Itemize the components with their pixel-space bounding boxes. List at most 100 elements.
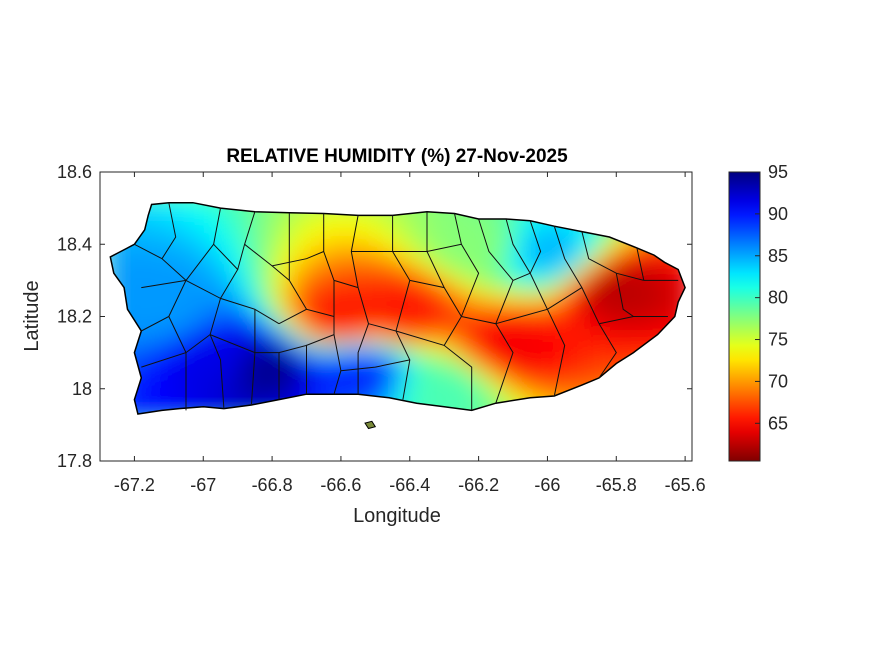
municipal-boundary-line bbox=[505, 218, 531, 274]
field-cell bbox=[228, 218, 242, 230]
field-cell bbox=[533, 290, 547, 302]
field-cell bbox=[265, 228, 279, 240]
field-cell bbox=[557, 280, 572, 292]
field-cell bbox=[606, 249, 620, 261]
field-cell bbox=[362, 249, 377, 261]
field-cell bbox=[180, 331, 194, 344]
field-cell bbox=[265, 311, 279, 323]
field-cell bbox=[423, 290, 437, 302]
field-cell bbox=[375, 300, 389, 312]
field-cell bbox=[423, 259, 437, 271]
field-cell bbox=[143, 228, 157, 240]
field-cell bbox=[180, 290, 194, 302]
field-cell bbox=[557, 352, 572, 364]
municipal-boundary-line bbox=[185, 243, 239, 300]
field-cell bbox=[167, 259, 181, 271]
field-cell bbox=[326, 311, 340, 323]
municipal-boundary-line bbox=[409, 279, 462, 346]
field-cell bbox=[570, 280, 584, 292]
field-cell bbox=[411, 311, 425, 323]
field-cell bbox=[180, 362, 194, 375]
field-cell bbox=[350, 238, 364, 250]
field-cell bbox=[289, 249, 303, 261]
field-cell bbox=[557, 290, 572, 302]
field-cell bbox=[314, 383, 328, 395]
field-cell bbox=[338, 373, 352, 385]
field-cell bbox=[228, 280, 242, 292]
field-cell bbox=[460, 331, 474, 344]
field-cell bbox=[155, 228, 169, 240]
field-cell bbox=[375, 238, 389, 250]
field-cell bbox=[594, 352, 608, 364]
field-cell bbox=[509, 300, 523, 312]
field-cell bbox=[570, 269, 584, 281]
field-cell bbox=[143, 321, 157, 333]
field-cell bbox=[545, 362, 559, 375]
y-tick-label: 18.4 bbox=[57, 234, 92, 254]
field-cell bbox=[350, 269, 364, 281]
field-cell bbox=[448, 290, 462, 302]
field-cell bbox=[423, 393, 437, 406]
field-cell bbox=[277, 228, 291, 240]
field-cell bbox=[143, 218, 157, 230]
colorbar-tick-label: 95 bbox=[768, 162, 788, 182]
field-cell bbox=[253, 269, 267, 281]
field-cell bbox=[570, 321, 584, 333]
field-cell bbox=[521, 311, 535, 323]
field-cell bbox=[253, 311, 267, 323]
field-cell bbox=[387, 269, 401, 281]
municipal-boundary-line bbox=[598, 323, 617, 379]
y-axis-label: Latitude bbox=[21, 280, 43, 351]
field-cell bbox=[216, 269, 230, 281]
field-cell bbox=[277, 331, 291, 344]
field-cell bbox=[521, 238, 535, 250]
field-cell bbox=[216, 362, 230, 375]
field-cell bbox=[472, 352, 486, 364]
field-cell bbox=[521, 362, 535, 375]
field-cell bbox=[399, 352, 413, 364]
field-cell bbox=[362, 321, 377, 333]
field-cell bbox=[241, 383, 255, 395]
field-cell bbox=[545, 311, 559, 323]
field-cell bbox=[423, 218, 437, 230]
field-cell bbox=[436, 249, 450, 261]
field-cell bbox=[241, 300, 255, 312]
field-cell bbox=[484, 362, 498, 375]
field-cell bbox=[350, 352, 364, 364]
field-cell bbox=[216, 352, 230, 364]
field-cell bbox=[423, 311, 437, 323]
field-cell bbox=[167, 202, 181, 209]
field-cell bbox=[631, 342, 645, 354]
field-cell bbox=[606, 238, 620, 250]
field-cell bbox=[399, 331, 413, 344]
field-cell bbox=[448, 249, 462, 261]
field-cell bbox=[155, 352, 169, 364]
y-tick-label: 18 bbox=[72, 379, 92, 399]
field-cell bbox=[631, 290, 645, 302]
field-cell bbox=[631, 321, 645, 333]
field-cell bbox=[497, 228, 511, 240]
field-cell bbox=[448, 311, 462, 323]
field-cell bbox=[399, 362, 413, 375]
municipal-boundary-line bbox=[161, 202, 187, 281]
field-cell bbox=[289, 373, 303, 385]
field-cell bbox=[216, 259, 230, 271]
field-cell bbox=[460, 300, 474, 312]
field-cell bbox=[448, 238, 462, 250]
field-cell bbox=[557, 259, 572, 271]
field-cell bbox=[631, 249, 645, 261]
field-cell bbox=[143, 352, 157, 364]
field-cell bbox=[192, 218, 206, 230]
field-cell bbox=[241, 249, 255, 261]
field-cell bbox=[411, 218, 425, 230]
field-cell bbox=[326, 280, 340, 292]
field-cell bbox=[509, 290, 523, 302]
field-cell bbox=[570, 342, 584, 354]
municipal-boundary-line bbox=[209, 334, 280, 400]
field-cell bbox=[594, 280, 608, 292]
field-cell bbox=[472, 362, 486, 375]
field-cell bbox=[618, 342, 633, 354]
field-cell bbox=[314, 259, 328, 271]
x-tick-label: -65.6 bbox=[665, 475, 706, 495]
field-cell bbox=[362, 269, 377, 281]
